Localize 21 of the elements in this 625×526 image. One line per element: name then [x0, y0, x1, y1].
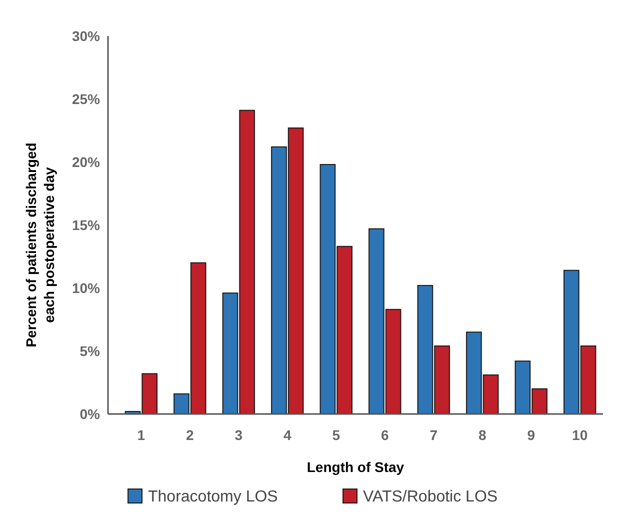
y-tick-label: 5% — [80, 342, 101, 359]
y-tick-label: 10% — [72, 280, 101, 296]
x-tick-label: 8 — [478, 427, 486, 443]
y-tick-label: 15% — [72, 216, 101, 233]
x-tick-label: 7 — [430, 427, 438, 443]
x-axis-title: Length of Stay — [306, 459, 404, 475]
y-tick-label: 30% — [72, 28, 101, 44]
x-tick-label: 2 — [186, 427, 194, 443]
y-axis-title: Percent of patients discharged each postoperative day — [23, 142, 57, 348]
x-tick-label: 10 — [572, 427, 588, 443]
x-tick-label: 3 — [234, 427, 243, 443]
y-tick-label: 0% — [80, 406, 101, 422]
y-tick-label: 20% — [72, 154, 101, 170]
y-tick-label: 25% — [72, 90, 101, 107]
legend-label: VATS/Robotic LOS — [363, 488, 498, 506]
x-tick-label: 1 — [137, 427, 146, 443]
x-tick-label: 6 — [380, 427, 389, 443]
x-tick-label: 4 — [283, 427, 292, 443]
legend-label: Thoracotomy LOS — [148, 488, 278, 506]
x-tick-label: 5 — [332, 427, 340, 443]
x-tick-label: 9 — [527, 427, 536, 443]
